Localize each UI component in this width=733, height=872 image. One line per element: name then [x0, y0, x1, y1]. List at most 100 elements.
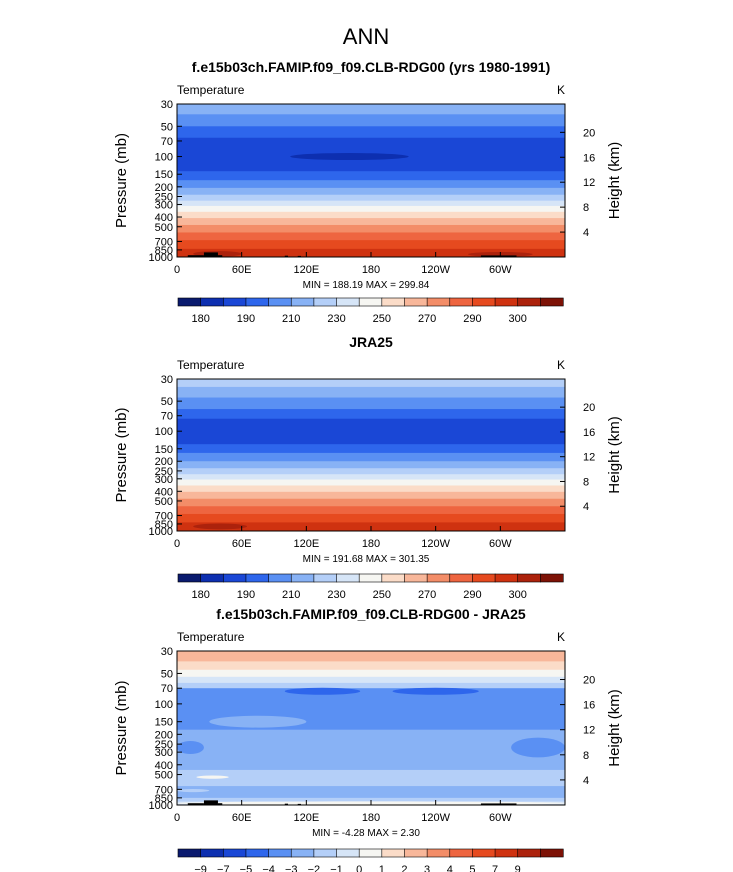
x-tick-label: 60W — [489, 264, 512, 276]
colorbar-swatch — [540, 848, 564, 858]
x-tick-label: 180 — [362, 812, 380, 824]
y-tick-label: 250 — [155, 466, 173, 478]
colorbar-label: 250 — [373, 589, 391, 601]
x-tick-label: 120W — [421, 812, 450, 824]
y-axis-title: Pressure (mb) — [113, 133, 130, 228]
y-tick-label: 70 — [161, 411, 173, 423]
contour-band — [177, 409, 565, 420]
y-tick-label: 200 — [155, 182, 173, 194]
contour-band — [177, 491, 565, 500]
colorbar-label: 180 — [191, 589, 209, 601]
colorbar-swatch — [540, 573, 564, 583]
terrain-mask — [203, 800, 218, 805]
contour-feature — [177, 789, 210, 793]
height-tick-label: 20 — [583, 402, 595, 414]
contour-feature — [290, 153, 409, 161]
contour-feature — [511, 737, 565, 758]
colorbar-swatch — [177, 848, 202, 858]
terrain-mask — [187, 803, 204, 805]
colorbar-label: 300 — [509, 313, 527, 325]
colorbar-swatch — [245, 848, 270, 858]
contour-band — [177, 418, 565, 445]
colorbar-label: 180 — [191, 313, 209, 325]
colorbar-label: −5 — [240, 864, 253, 872]
colorbar-swatch — [449, 848, 474, 858]
height-tick-label: 4 — [583, 227, 589, 239]
height-tick-label: 16 — [583, 427, 595, 439]
colorbar-swatch — [177, 297, 202, 307]
colorbar-swatch — [268, 848, 292, 858]
contour-band — [177, 171, 565, 181]
colorbar-label: 230 — [327, 589, 345, 601]
colorbar-swatch — [200, 848, 224, 858]
y-axis-title: Pressure (mb) — [113, 680, 130, 775]
y-tick-label: 500 — [155, 770, 173, 782]
units-label: K — [557, 358, 565, 372]
x-tick-label: 0 — [174, 812, 180, 824]
contour-feature — [392, 687, 479, 695]
colorbar-swatch — [358, 297, 383, 307]
colorbar-label: 290 — [463, 589, 481, 601]
contour-band — [177, 513, 565, 523]
colorbar-swatch — [245, 573, 270, 583]
colorbar-label: 290 — [463, 313, 481, 325]
colorbar-label: 190 — [237, 313, 255, 325]
terrain-mask — [297, 803, 301, 805]
terrain-mask — [480, 255, 517, 257]
colorbar-label: −2 — [308, 864, 321, 872]
contour-band — [177, 194, 565, 202]
panels: f.e15b03ch.FAMIP.f09_f09.CLB-RDG00 (yrs … — [113, 59, 623, 872]
colorbar-swatch — [426, 297, 451, 307]
colorbar-swatch — [313, 297, 338, 307]
contour-band — [177, 452, 565, 462]
y-tick-label: 30 — [161, 646, 173, 658]
units-label: K — [557, 83, 565, 97]
contour-band — [177, 786, 565, 799]
colorbar-swatch — [222, 848, 247, 858]
variable-label: Temperature — [177, 630, 245, 644]
colorbar-swatch — [404, 573, 428, 583]
colorbar-swatch — [313, 573, 338, 583]
y-tick-label: 50 — [161, 121, 173, 133]
height-tick-label: 8 — [583, 476, 589, 488]
chart-panel-1: f.e15b03ch.FAMIP.f09_f09.CLB-RDG00 (yrs … — [113, 59, 623, 325]
contour-band — [177, 461, 565, 469]
colorbar-swatch — [381, 297, 406, 307]
height-tick-label: 8 — [583, 750, 589, 762]
y-tick-label: 500 — [155, 222, 173, 234]
colorbar-label: 250 — [373, 313, 391, 325]
min-max-stats: MIN = 188.19 MAX = 299.84 — [303, 280, 430, 291]
contour-feature — [177, 740, 204, 755]
height-tick-label: 20 — [583, 127, 595, 139]
colorbar-swatch — [381, 573, 406, 583]
colorbar-swatch — [517, 573, 541, 583]
x-tick-label: 180 — [362, 264, 380, 276]
colorbar-label: 300 — [509, 589, 527, 601]
y-tick-label: 1000 — [149, 526, 173, 538]
x-tick-label: 120E — [293, 264, 319, 276]
terrain-mask — [480, 803, 517, 805]
colorbar-label: 2 — [401, 864, 407, 872]
colorbar-swatch — [313, 848, 338, 858]
y-tick-label: 50 — [161, 668, 173, 680]
contour-feature — [196, 775, 229, 779]
terrain-mask — [217, 255, 223, 257]
colorbar-swatch — [245, 297, 270, 307]
terrain-mask — [284, 803, 289, 805]
colorbar-swatch — [472, 297, 496, 307]
contour-band — [177, 651, 565, 662]
contour-band — [177, 126, 565, 139]
x-tick-label: 120W — [421, 538, 450, 550]
colorbar-swatch — [336, 573, 360, 583]
y-tick-label: 150 — [155, 444, 173, 456]
x-tick-label: 60E — [232, 538, 252, 550]
y2-axis-title: Height (km) — [606, 142, 623, 220]
contour-band — [177, 669, 565, 678]
height-tick-label: 12 — [583, 177, 595, 189]
colorbar-label: −4 — [262, 864, 275, 872]
contour-band — [177, 397, 565, 410]
colorbar-label: −7 — [217, 864, 230, 872]
height-tick-label: 4 — [583, 501, 589, 513]
panel-title: JRA25 — [349, 334, 393, 350]
colorbar-swatch — [222, 297, 247, 307]
